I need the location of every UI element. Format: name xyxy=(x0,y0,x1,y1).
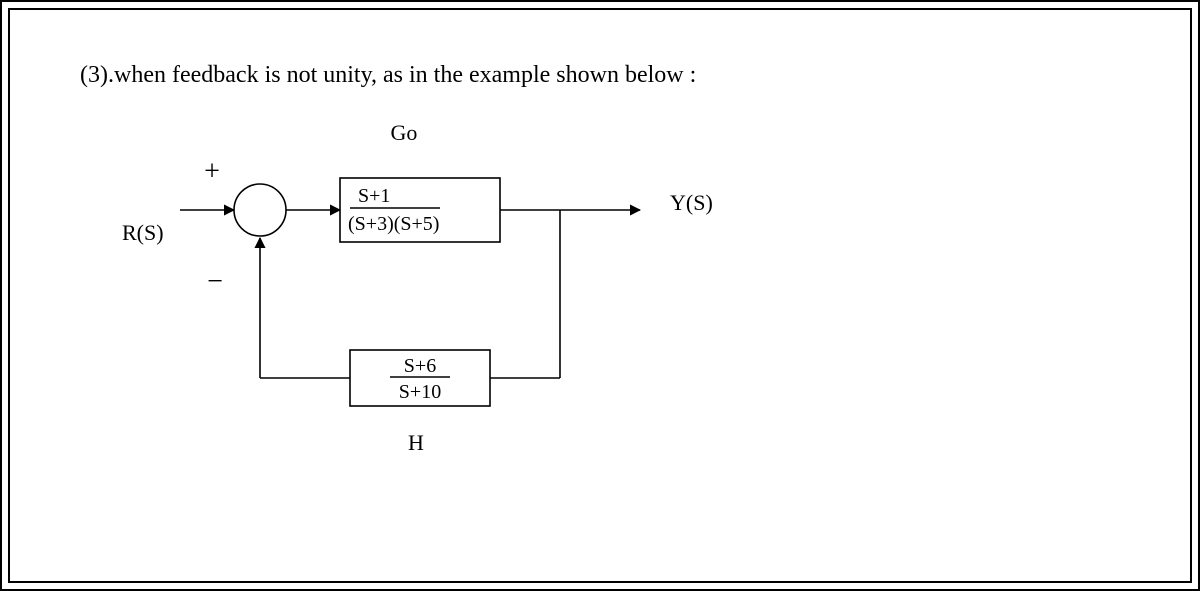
output-label: Y(S) xyxy=(670,190,713,215)
block-diagram: R(S) + − Go S+1 (S+3)(S+5) Y(S) xyxy=(80,110,780,530)
summing-junction xyxy=(234,184,286,236)
sum-minus: − xyxy=(207,266,223,297)
feedback-tf-num: S+6 xyxy=(404,355,436,377)
feedback-block-label: H xyxy=(408,430,424,455)
forward-block-label: Go xyxy=(391,120,418,145)
page-outer-frame: (3).when feedback is not unity, as in th… xyxy=(0,0,1200,591)
page-inner-frame: (3).when feedback is not unity, as in th… xyxy=(8,8,1192,583)
sum-plus: + xyxy=(204,156,220,187)
problem-statement: (3).when feedback is not unity, as in th… xyxy=(80,62,696,89)
feedback-tf-den: S+10 xyxy=(399,381,441,403)
input-label: R(S) xyxy=(122,220,164,245)
forward-tf-den: (S+3)(S+5) xyxy=(348,213,439,235)
forward-tf-num: S+1 xyxy=(358,185,390,207)
